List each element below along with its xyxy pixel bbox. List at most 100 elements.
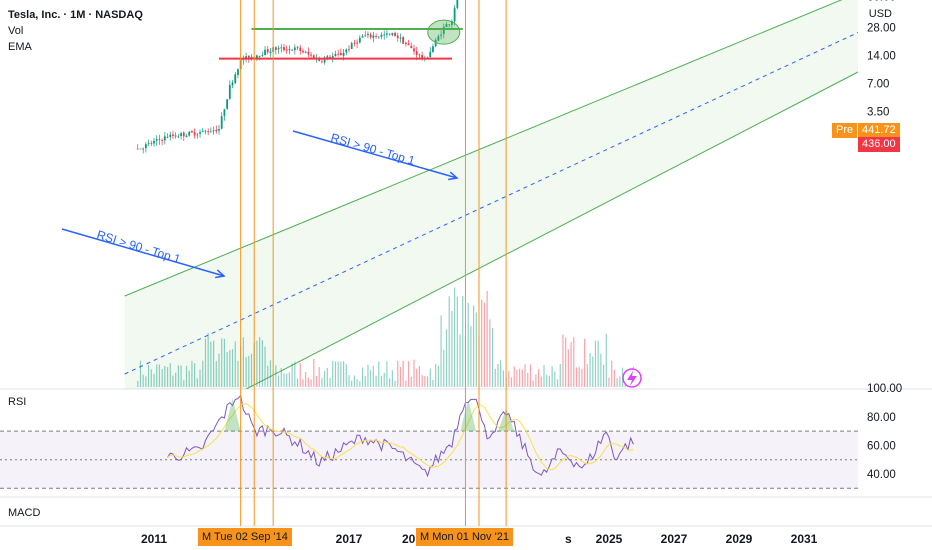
volume-bar: [326, 367, 328, 387]
candle: [139, 148, 142, 150]
volume-bar: [470, 326, 472, 387]
volume-bar: [286, 373, 288, 387]
candle: [153, 137, 155, 147]
volume-bar: [443, 349, 445, 387]
rsi-pane-label[interactable]: RSI: [8, 396, 27, 408]
volume-bar: [432, 379, 434, 387]
candle-body: [386, 33, 388, 35]
candle-body: [296, 46, 299, 48]
candle: [226, 99, 229, 110]
volume-bar: [294, 361, 296, 387]
candle: [209, 127, 212, 133]
volume-bar: [210, 341, 212, 387]
candle: [293, 44, 296, 55]
volume-bar: [519, 368, 521, 387]
candle-body: [413, 48, 415, 52]
candle: [199, 129, 201, 138]
volume-bar: [500, 360, 502, 387]
candle-body: [158, 139, 161, 140]
candle-body: [169, 134, 172, 138]
candle: [204, 129, 207, 135]
candle: [261, 51, 264, 57]
candle-body: [153, 140, 155, 144]
candle: [296, 45, 299, 51]
volume-bar: [356, 379, 358, 387]
volume-bar: [156, 364, 158, 387]
candle-body: [421, 55, 424, 59]
volume-bar: [532, 380, 534, 387]
volume-bar: [212, 340, 215, 387]
candle: [231, 80, 234, 89]
volume-bar: [166, 367, 169, 387]
volume-bar: [359, 380, 361, 387]
candle: [383, 30, 386, 40]
legend-item-vol[interactable]: Vol: [8, 25, 24, 37]
candle-body: [144, 144, 147, 149]
volume-bar: [372, 365, 374, 387]
candle-body: [258, 55, 261, 57]
candle-body: [220, 116, 223, 129]
candle: [399, 33, 402, 43]
candle-body: [199, 132, 201, 134]
volume-bar: [147, 364, 150, 387]
volume-bar: [565, 337, 567, 387]
volume-bar: [264, 346, 266, 387]
volume-bar: [543, 365, 545, 387]
candle-body: [331, 56, 334, 59]
regression-channel: [124, 0, 858, 389]
volume-bar: [277, 375, 280, 387]
candle: [302, 48, 304, 54]
pre-market-price-badge: 441.72: [858, 123, 900, 138]
volume-bar: [456, 296, 458, 387]
candle-body: [139, 148, 142, 150]
candle-body: [396, 35, 399, 38]
channel-midline: [124, 32, 858, 375]
volume-bar: [310, 379, 312, 387]
candle-body: [318, 58, 321, 61]
legend-item-ema[interactable]: EMA: [8, 41, 32, 53]
currency-label[interactable]: USD: [868, 8, 892, 20]
time-axis-label: 2027: [661, 532, 688, 546]
candle: [367, 31, 369, 39]
candle-body: [437, 36, 440, 41]
channel-lower-line: [245, 71, 858, 389]
volume-bar: [416, 368, 418, 387]
candle-body: [293, 47, 296, 51]
annotation-arrow-2-head: [448, 171, 459, 181]
candle-body: [334, 53, 337, 57]
volume-bar: [454, 287, 456, 387]
candle-body: [356, 42, 359, 44]
volume-bar: [559, 363, 561, 387]
candle: [163, 132, 166, 145]
volume-bar: [259, 337, 261, 387]
volume-bar: [302, 379, 304, 387]
candle-body: [193, 132, 196, 136]
volume-bar: [399, 366, 402, 387]
volume-bar: [494, 368, 496, 387]
candle: [196, 132, 199, 139]
symbol-title[interactable]: Tesla, Inc. · 1M · NASDAQ: [8, 9, 143, 21]
candle-body: [261, 55, 264, 56]
candle: [304, 50, 307, 54]
candle: [353, 39, 356, 47]
candle-body: [434, 40, 437, 47]
candle: [191, 130, 193, 134]
volume-bar: [605, 333, 607, 387]
time-axis-label: 2011: [141, 532, 167, 546]
candle: [440, 30, 442, 40]
breakout-ellipse-1: [427, 19, 461, 45]
macd-pane-label[interactable]: MACD: [8, 507, 41, 519]
volume-bar: [288, 372, 291, 387]
volume-bar: [191, 360, 193, 387]
candle: [234, 72, 237, 85]
volume-bar: [562, 334, 564, 387]
volume-bar: [283, 373, 285, 387]
volume-bar: [164, 365, 166, 387]
volume-bar: [472, 305, 475, 387]
volume-bar: [586, 364, 588, 387]
candle: [182, 131, 185, 142]
candle-body: [180, 133, 182, 136]
volume-bar: [608, 377, 610, 387]
